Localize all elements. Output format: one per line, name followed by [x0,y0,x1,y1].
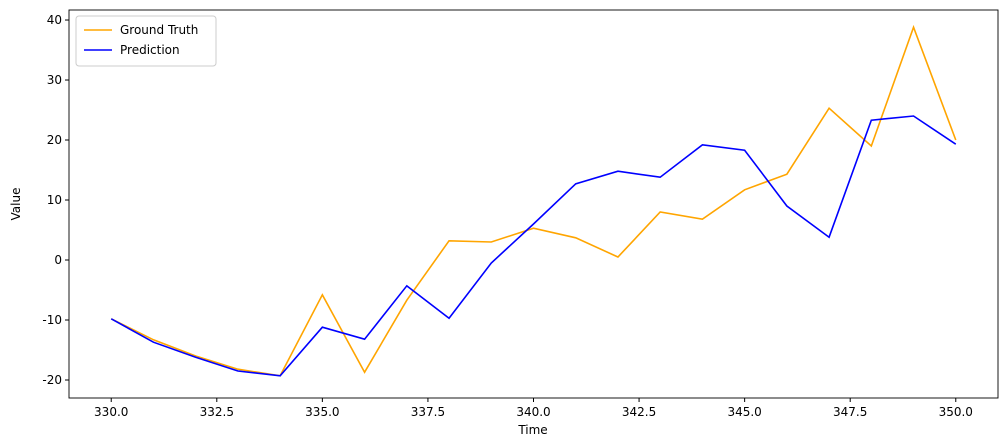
x-tick-label: 330.0 [94,405,128,419]
x-tick-label: 342.5 [622,405,656,419]
y-tick-label: 20 [47,133,62,147]
line-series [110,24,957,377]
x-tick-label: 345.0 [727,405,761,419]
x-tick-label: 337.5 [411,405,445,419]
x-tick-label: 335.0 [305,405,339,419]
x-tick-label: 332.5 [200,405,234,419]
y-axis-label: Value [9,188,23,221]
legend: Ground Truth Prediction [75,15,217,67]
y-tick-label: -10 [42,313,62,327]
y-tick-label: -20 [42,373,62,387]
plot-frame [68,9,999,399]
x-axis-label: Time [517,423,547,437]
y-tick-label: 0 [54,253,62,267]
x-tick-label: 340.0 [516,405,550,419]
legend-label: Prediction [120,43,180,57]
legend-box [75,15,217,67]
y-tick-label: 40 [47,13,62,27]
x-tick-label: 350.0 [939,405,973,419]
x-tick-label: 347.5 [833,405,867,419]
y-tick-label: 30 [47,73,62,87]
line-series [110,115,957,377]
y-tick-label: 10 [47,193,62,207]
legend-label: Ground Truth [120,23,198,37]
